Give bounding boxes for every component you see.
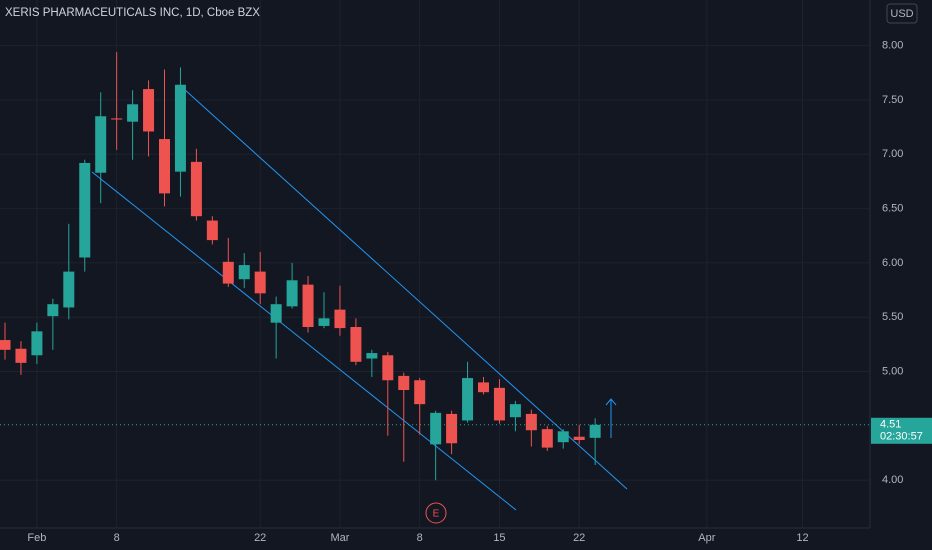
y-tick-label: 5.50 xyxy=(882,311,903,323)
x-tick-label: 12 xyxy=(796,532,808,544)
candle-body xyxy=(398,375,410,391)
candle-body xyxy=(63,271,75,308)
candle-body xyxy=(79,162,91,258)
currency: USD xyxy=(890,8,913,20)
candle-body xyxy=(382,355,394,381)
candle-body xyxy=(541,429,553,448)
last-price-box xyxy=(871,417,932,444)
x-tick-label: Mar xyxy=(330,532,349,544)
candle-body xyxy=(589,424,601,438)
candle-body xyxy=(509,404,521,418)
grid xyxy=(0,0,870,528)
earnings-label: E xyxy=(433,509,440,520)
candle-body xyxy=(174,84,186,172)
candle-body xyxy=(478,382,489,393)
x-tick-label: 8 xyxy=(114,532,120,544)
candle-body xyxy=(462,378,474,421)
y-tick-label: 7.00 xyxy=(882,148,903,160)
up-arrow xyxy=(605,398,617,438)
candle-body xyxy=(254,271,266,294)
y-tick-label: 6.50 xyxy=(882,202,903,214)
candle-body xyxy=(206,220,218,241)
x-tick-label: 15 xyxy=(493,532,505,544)
channel-lower xyxy=(91,171,517,511)
candle-body xyxy=(127,104,139,122)
candle-body xyxy=(350,327,362,362)
candles xyxy=(0,52,601,481)
x-tick-label: Apr xyxy=(698,532,715,544)
currency-box[interactable] xyxy=(886,3,918,24)
y-tick-label: 8.00 xyxy=(882,40,903,52)
candle-body xyxy=(95,116,107,173)
candle-body xyxy=(47,304,59,317)
candle-body xyxy=(0,340,11,350)
candle-body xyxy=(222,261,234,284)
candle-body xyxy=(286,280,298,307)
candle-body xyxy=(111,118,123,120)
x-tick-label: 22 xyxy=(254,532,266,544)
countdown: 02:30:57 xyxy=(880,431,923,443)
x-tick-label: 22 xyxy=(573,532,585,544)
channel-upper xyxy=(183,88,628,490)
y-tick-label: 7.50 xyxy=(882,94,903,106)
chart-title: XERIS PHARMACEUTICALS INC, 1D, Cboe BZX xyxy=(5,7,260,19)
candle-body xyxy=(302,284,314,328)
earnings-marker[interactable] xyxy=(425,502,447,524)
candle-body xyxy=(414,380,426,405)
y-tick-label: 4.00 xyxy=(882,474,903,486)
candle-body xyxy=(159,139,170,194)
candle-body xyxy=(270,304,282,323)
candle-body xyxy=(430,412,442,445)
last-price-label: 4.51 xyxy=(880,419,901,431)
x-tick-label: 8 xyxy=(417,532,423,544)
candle-body xyxy=(318,318,330,326)
candle-body xyxy=(190,161,202,217)
candle-body xyxy=(525,413,537,431)
x-tick-label: Feb xyxy=(27,532,46,544)
y-tick-label: 6.00 xyxy=(882,257,903,269)
candle-body xyxy=(15,348,27,363)
candle-body xyxy=(238,265,250,280)
candle-body xyxy=(334,309,346,329)
candle-body xyxy=(446,413,458,444)
candle-body xyxy=(31,331,43,356)
arrow-head xyxy=(605,398,617,406)
candle-body xyxy=(493,387,505,421)
candle-body xyxy=(143,89,155,132)
candle-body xyxy=(573,436,585,440)
candle-body xyxy=(366,353,378,359)
y-tick-label: 5.00 xyxy=(882,365,903,377)
candle-body xyxy=(557,431,569,443)
